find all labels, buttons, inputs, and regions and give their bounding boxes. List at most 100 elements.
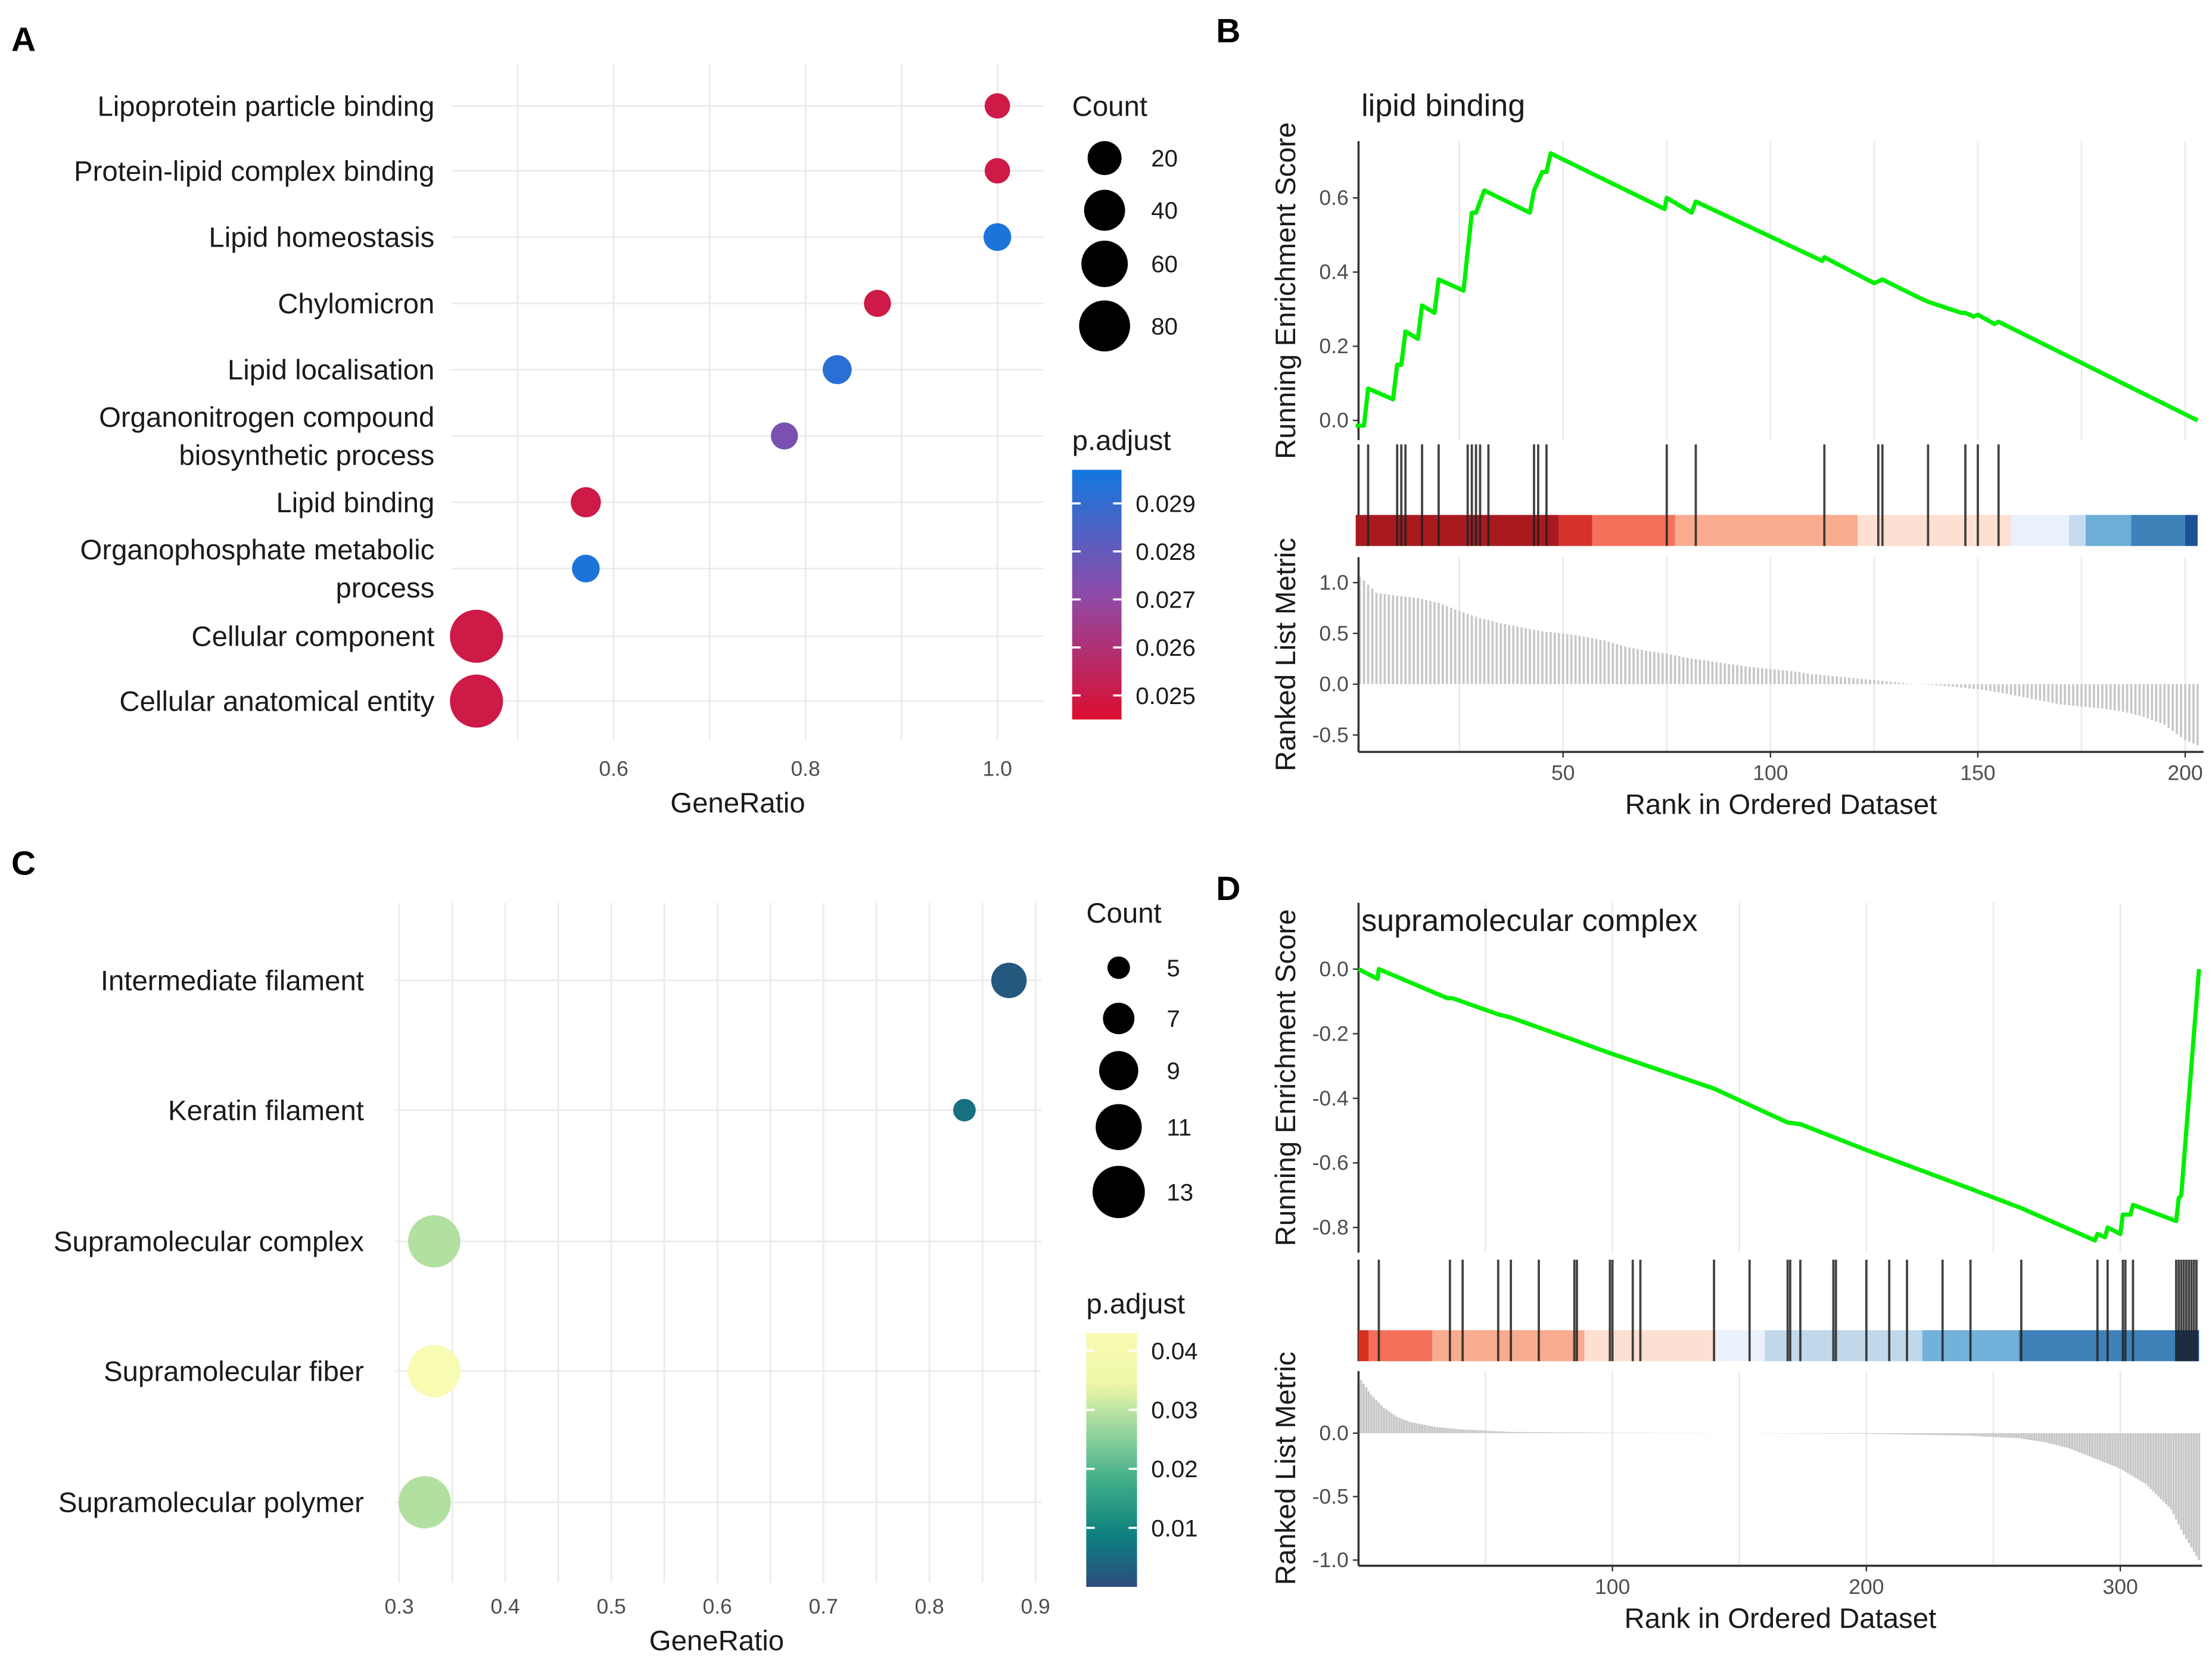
- category-label: process: [336, 572, 435, 604]
- x-tick-label: 0.4: [490, 1595, 519, 1618]
- size-legend-key: [1084, 189, 1125, 231]
- colorbar: [1086, 1332, 1137, 1587]
- es-y-axis-title: Running Enrichment Score: [1270, 122, 1302, 459]
- rank-color-band: [1858, 515, 2011, 546]
- metric-y-tick-label: 0.0: [1319, 1421, 1348, 1445]
- data-point: [407, 1344, 461, 1397]
- x-tick-label: 0.6: [702, 1595, 732, 1618]
- colorbar-tick-label: 0.027: [1135, 587, 1196, 614]
- category-label: Lipid binding: [276, 487, 434, 519]
- rank-color-band: [2185, 515, 2198, 546]
- x-tick-label: 0.5: [596, 1595, 626, 1618]
- x-axis-title: GeneRatio: [649, 1625, 784, 1657]
- x-tick-label: 0.9: [1021, 1595, 1050, 1618]
- chart-title: lipid binding: [1361, 88, 1525, 123]
- x-axis-title: GeneRatio: [670, 787, 805, 819]
- size-legend-key: [1099, 1051, 1138, 1091]
- es-y-tick-label: -0.6: [1312, 1151, 1349, 1175]
- rank-color-band: [1358, 1330, 1369, 1362]
- metric-y-axis-title: Ranked List Metric: [1270, 1352, 1302, 1585]
- metric-y-tick-label: 0.5: [1319, 621, 1348, 645]
- size-legend-label: 60: [1151, 251, 1178, 278]
- color-legend-title: p.adjust: [1086, 1288, 1185, 1320]
- metric-y-tick-label: -0.5: [1312, 723, 1349, 747]
- gsea-panel-d: [1352, 902, 2202, 1572]
- size-legend-label: 11: [1166, 1114, 1191, 1141]
- panel-letter-b: B: [1216, 13, 1240, 50]
- data-point: [771, 422, 798, 450]
- dotplot-panel-c: [395, 902, 1145, 1587]
- x-tick-label: 0.6: [599, 757, 628, 781]
- size-legend-label: 7: [1166, 1005, 1180, 1032]
- metric-y-tick-label: -1.0: [1312, 1548, 1349, 1572]
- size-legend-key: [1087, 141, 1122, 175]
- rank-color-band: [1432, 1330, 1585, 1362]
- category-label: Supramolecular complex: [54, 1226, 364, 1258]
- data-point: [571, 487, 601, 518]
- size-legend-label: 20: [1151, 145, 1178, 172]
- data-point: [991, 963, 1027, 998]
- data-point: [984, 93, 1010, 119]
- size-legend-key: [1092, 1166, 1145, 1219]
- x-tick-label: 300: [2102, 1575, 2138, 1599]
- size-legend-label: 13: [1166, 1179, 1193, 1206]
- es-y-tick-label: 0.2: [1319, 334, 1348, 358]
- dotplot-panel-a: [450, 63, 1130, 741]
- data-point: [398, 1476, 451, 1529]
- colorbar-tick-label: 0.026: [1135, 634, 1196, 661]
- category-label: Supramolecular fiber: [104, 1356, 364, 1387]
- category-label: Lipid localisation: [228, 354, 434, 386]
- metric-y-tick-label: 1.0: [1319, 571, 1348, 594]
- category-label: Lipoprotein particle binding: [97, 91, 434, 122]
- data-point: [953, 1098, 976, 1122]
- colorbar-tick-label: 0.03: [1151, 1397, 1197, 1424]
- x-tick-label: 200: [1849, 1575, 1884, 1599]
- es-y-tick-label: -0.4: [1312, 1086, 1349, 1110]
- data-point: [407, 1215, 461, 1268]
- gsea-panel-b: [1352, 141, 2204, 758]
- colorbar: [1072, 469, 1122, 720]
- running-es-line: [1357, 967, 2201, 1243]
- x-tick-label: 0.3: [384, 1595, 413, 1618]
- category-label: Organonitrogen compound: [99, 402, 434, 434]
- es-y-tick-label: 0.0: [1319, 957, 1348, 981]
- es-y-tick-label: -0.8: [1312, 1216, 1349, 1240]
- rank-color-band: [1558, 515, 1592, 546]
- rank-color-band: [1584, 1330, 1717, 1362]
- panel-letter-a: A: [11, 21, 36, 58]
- x-tick-label: 0.8: [914, 1595, 944, 1618]
- category-label: Protein-lipid complex binding: [74, 155, 434, 187]
- rank-color-band: [2011, 515, 2070, 546]
- rank-color-band: [1355, 515, 1559, 546]
- rank-color-band: [2069, 515, 2086, 546]
- data-point: [572, 555, 600, 583]
- x-axis-title: Rank in Ordered Dataset: [1625, 789, 1937, 821]
- colorbar-tick-label: 0.028: [1135, 538, 1196, 565]
- color-legend-title: p.adjust: [1072, 425, 1171, 457]
- panel-letter-d: D: [1216, 870, 1240, 908]
- category-label: Cellular component: [191, 621, 434, 653]
- x-tick-label: 200: [2167, 761, 2202, 785]
- chart-title: supramolecular complex: [1361, 904, 1697, 938]
- colorbar-tick-label: 0.01: [1151, 1515, 1197, 1542]
- x-axis-title: Rank in Ordered Dataset: [1625, 1603, 1937, 1634]
- x-tick-label: 0.8: [791, 757, 820, 781]
- colorbar-tick-label: 0.029: [1135, 490, 1196, 517]
- size-legend-title: Count: [1086, 898, 1161, 929]
- es-y-axis-title: Running Enrichment Score: [1270, 909, 1302, 1246]
- x-tick-label: 100: [1595, 1575, 1630, 1599]
- size-legend-label: 9: [1166, 1058, 1180, 1085]
- x-tick-label: 0.7: [808, 1595, 838, 1618]
- size-legend-key: [1081, 241, 1128, 287]
- category-label: Keratin filament: [168, 1095, 364, 1126]
- size-legend-key: [1079, 300, 1130, 352]
- colorbar-tick-label: 0.02: [1151, 1456, 1197, 1483]
- x-tick-label: 150: [1960, 761, 1995, 785]
- es-y-tick-label: -0.2: [1312, 1022, 1349, 1045]
- es-y-tick-label: 0.6: [1319, 186, 1348, 210]
- panel-letter-c: C: [11, 845, 36, 882]
- data-point: [450, 609, 503, 663]
- x-tick-label: 50: [1551, 761, 1575, 785]
- category-label: Chylomicron: [278, 288, 434, 320]
